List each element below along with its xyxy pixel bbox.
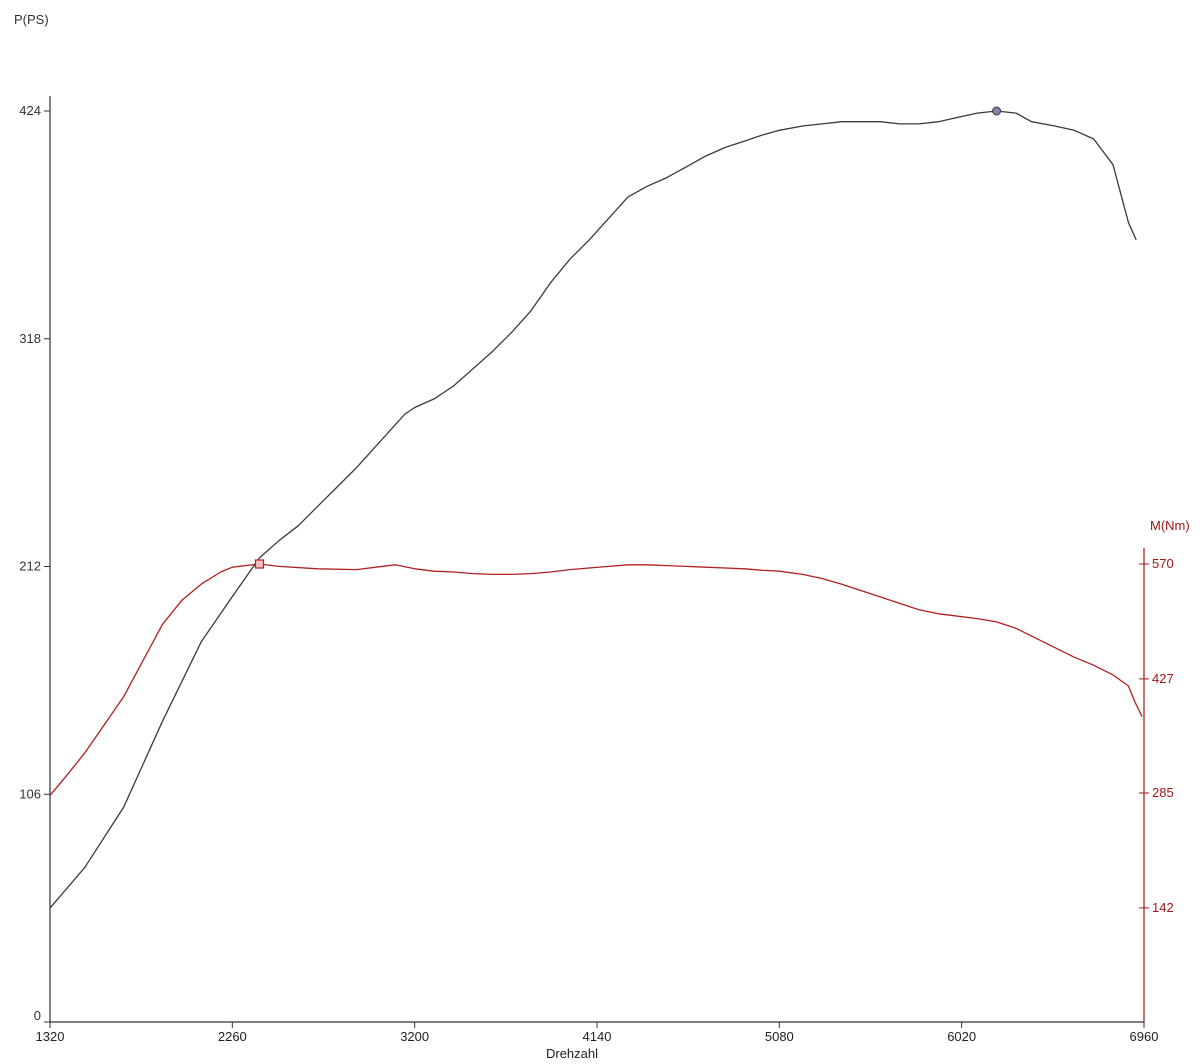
x-tick-label: 3200 bbox=[400, 1029, 429, 1044]
ticks-layer: 1320 2260 3200 4140 5080 6020 6960 0 106 212 318 42… bbox=[19, 103, 1173, 1044]
torque-max-marker bbox=[254, 559, 265, 569]
y-left-tick-label: 318 bbox=[19, 331, 41, 346]
power-curve bbox=[49, 110, 1137, 909]
y-left-tick-label: 106 bbox=[19, 786, 41, 801]
x-tick-label: 4140 bbox=[583, 1029, 612, 1044]
y-right-tick-label: 142 bbox=[1152, 900, 1174, 915]
axes-layer bbox=[49, 96, 1145, 1023]
y-left-tick-label: 212 bbox=[19, 559, 41, 574]
markers-layer bbox=[254, 106, 1002, 569]
torque-curve bbox=[49, 563, 1143, 796]
y-right-tick-label: 285 bbox=[1152, 785, 1174, 800]
y-right-tick-label: 570 bbox=[1152, 556, 1174, 571]
x-tick-label: 1320 bbox=[36, 1029, 65, 1044]
power-max-marker bbox=[992, 106, 1002, 116]
x-tick-label: 5080 bbox=[765, 1029, 794, 1044]
x-tick-label: 6960 bbox=[1130, 1029, 1159, 1044]
x-tick-label: 6020 bbox=[947, 1029, 976, 1044]
series-layer bbox=[49, 110, 1143, 909]
x-axis-title: Drehzahl bbox=[546, 1046, 598, 1061]
y-axis-left-title: P(PS) bbox=[14, 12, 49, 27]
y-left-tick-label: 424 bbox=[19, 103, 41, 118]
y-axis-right-title: M(Nm) bbox=[1150, 518, 1190, 533]
x-tick-label: 2260 bbox=[218, 1029, 247, 1044]
y-right-tick-label: 427 bbox=[1152, 671, 1174, 686]
y-left-tick-label: 0 bbox=[34, 1008, 41, 1023]
